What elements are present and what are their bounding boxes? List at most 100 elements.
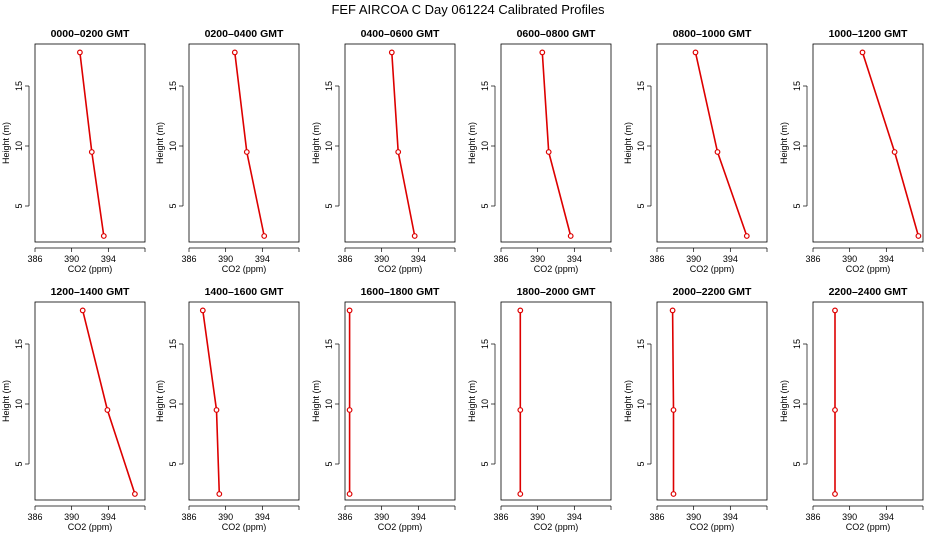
x-tick-label: 394 bbox=[879, 512, 894, 522]
y-axis-label: Height (m) bbox=[155, 380, 165, 422]
x-tick-label: 390 bbox=[218, 512, 233, 522]
data-point bbox=[131, 491, 138, 497]
data-point bbox=[832, 407, 838, 413]
panel-title: 2000–2200 GMT bbox=[673, 286, 752, 298]
x-tick-label: 386 bbox=[181, 254, 196, 264]
x-tick-label: 386 bbox=[181, 512, 196, 522]
plot-frame bbox=[344, 301, 456, 501]
panel-title: 0200–0400 GMT bbox=[205, 28, 284, 40]
y-tick-label: 15 bbox=[636, 339, 646, 349]
x-tick-label: 386 bbox=[493, 512, 508, 522]
data-point bbox=[388, 49, 395, 56]
data-point bbox=[100, 233, 107, 239]
y-tick-label: 10 bbox=[480, 399, 490, 409]
y-tick-label: 10 bbox=[480, 141, 490, 151]
x-tick-label: 390 bbox=[530, 254, 545, 264]
y-axis-label: Height (m) bbox=[467, 122, 477, 164]
data-point bbox=[832, 307, 838, 314]
x-tick-label: 386 bbox=[27, 512, 42, 522]
y-axis-label: Height (m) bbox=[779, 122, 789, 164]
y-tick-label: 15 bbox=[792, 339, 802, 349]
y-tick-label: 5 bbox=[480, 461, 490, 466]
x-tick-label: 386 bbox=[337, 512, 352, 522]
y-tick-label: 5 bbox=[14, 203, 24, 208]
y-tick-label: 5 bbox=[636, 461, 646, 466]
x-tick-label: 394 bbox=[723, 512, 738, 522]
profile-line bbox=[81, 310, 136, 495]
data-point bbox=[88, 149, 95, 155]
y-tick-label: 10 bbox=[168, 399, 178, 409]
profile-line bbox=[79, 52, 105, 237]
y-tick-label: 15 bbox=[792, 81, 802, 91]
x-axis-label: CO2 (ppm) bbox=[378, 522, 423, 532]
x-tick-label: 390 bbox=[64, 512, 79, 522]
data-point bbox=[517, 491, 524, 497]
plot-frame bbox=[812, 301, 924, 501]
data-point bbox=[859, 49, 866, 56]
panel-title: 0600–0800 GMT bbox=[517, 28, 596, 40]
x-tick-label: 394 bbox=[255, 512, 270, 522]
y-tick-label: 10 bbox=[324, 141, 334, 151]
y-tick-label: 5 bbox=[168, 203, 178, 208]
x-tick-label: 390 bbox=[374, 254, 389, 264]
data-point bbox=[213, 407, 220, 413]
y-tick-label: 5 bbox=[792, 461, 802, 466]
y-tick-label: 5 bbox=[636, 203, 646, 208]
x-tick-label: 394 bbox=[101, 254, 116, 264]
data-point bbox=[79, 307, 86, 314]
data-point bbox=[216, 491, 223, 497]
profile-line bbox=[671, 310, 675, 494]
y-tick-label: 10 bbox=[636, 141, 646, 151]
x-tick-label: 394 bbox=[723, 254, 738, 264]
data-point bbox=[346, 307, 353, 314]
y-axis-label: Height (m) bbox=[779, 380, 789, 422]
panel-title: 0400–0600 GMT bbox=[361, 28, 440, 40]
panel-title: 1200–1400 GMT bbox=[51, 286, 130, 298]
y-axis-label: Height (m) bbox=[623, 122, 633, 164]
data-point bbox=[669, 307, 676, 314]
data-point bbox=[243, 149, 250, 155]
y-tick-label: 5 bbox=[792, 203, 802, 208]
panel-title: 1600–1800 GMT bbox=[361, 286, 440, 298]
x-axis-label: CO2 (ppm) bbox=[68, 522, 113, 532]
x-tick-label: 390 bbox=[374, 512, 389, 522]
data-point bbox=[76, 49, 83, 56]
data-point bbox=[743, 233, 750, 239]
data-point bbox=[517, 407, 524, 413]
panel-title: 1400–1600 GMT bbox=[205, 286, 284, 298]
data-point bbox=[891, 149, 898, 155]
x-tick-label: 394 bbox=[255, 254, 270, 264]
y-axis-label: Height (m) bbox=[311, 122, 321, 164]
y-axis-label: Height (m) bbox=[311, 380, 321, 422]
data-point bbox=[832, 491, 838, 497]
profile-line bbox=[391, 52, 416, 237]
profile-line bbox=[234, 52, 265, 237]
y-tick-label: 5 bbox=[480, 203, 490, 208]
figure-title: FEF AIRCOA C Day 061224 Calibrated Profi… bbox=[331, 2, 605, 17]
x-tick-label: 394 bbox=[101, 512, 116, 522]
y-tick-label: 10 bbox=[168, 141, 178, 151]
profile-line bbox=[541, 52, 572, 237]
plot-frame bbox=[344, 43, 456, 243]
y-tick-label: 10 bbox=[792, 141, 802, 151]
plot-frame bbox=[188, 301, 300, 501]
x-tick-label: 394 bbox=[567, 254, 582, 264]
x-tick-label: 386 bbox=[27, 254, 42, 264]
x-axis-label: CO2 (ppm) bbox=[68, 264, 113, 274]
y-tick-label: 15 bbox=[480, 339, 490, 349]
y-axis-label: Height (m) bbox=[1, 122, 11, 164]
x-axis-label: CO2 (ppm) bbox=[690, 522, 735, 532]
y-axis-label: Height (m) bbox=[1, 380, 11, 422]
x-tick-label: 386 bbox=[649, 512, 664, 522]
y-tick-label: 10 bbox=[792, 399, 802, 409]
y-tick-label: 15 bbox=[14, 339, 24, 349]
